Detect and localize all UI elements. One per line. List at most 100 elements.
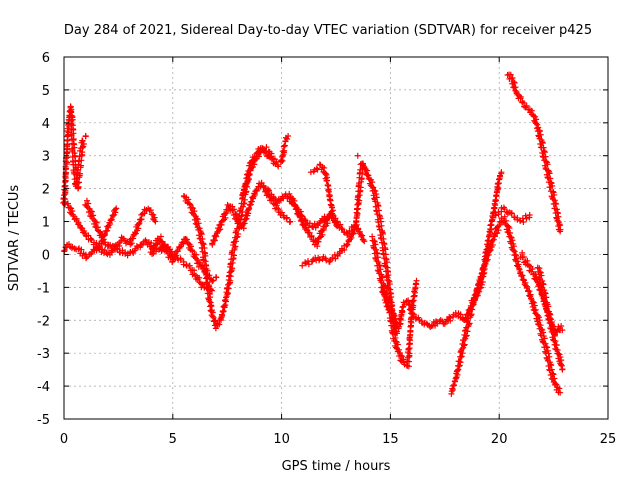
- data-point: [463, 332, 470, 339]
- data-point: [533, 120, 540, 127]
- data-point: [534, 278, 541, 285]
- data-point: [234, 233, 241, 240]
- data-point: [317, 228, 324, 235]
- data-point: [187, 243, 194, 250]
- data-point: [243, 215, 250, 222]
- y-tick-label: -3: [37, 347, 50, 362]
- series-s1: [61, 237, 215, 294]
- data-point: [309, 258, 316, 265]
- data-point: [213, 230, 220, 237]
- data-point: [542, 290, 549, 297]
- data-point: [457, 359, 464, 366]
- data-point: [122, 240, 129, 247]
- data-point: [206, 298, 213, 305]
- data-point: [202, 252, 209, 259]
- x-tick-label: 20: [491, 432, 508, 447]
- data-point: [185, 196, 192, 203]
- data-point: [557, 354, 564, 361]
- data-point: [540, 329, 547, 336]
- data-point: [382, 283, 389, 290]
- data-point: [296, 213, 303, 220]
- data-point: [493, 189, 500, 196]
- data-point: [384, 303, 391, 310]
- data-point: [77, 162, 84, 169]
- data-point: [508, 210, 515, 217]
- data-point: [96, 244, 103, 251]
- data-point: [376, 270, 383, 277]
- data-point: [451, 382, 458, 389]
- data-point: [114, 246, 121, 253]
- data-point: [545, 316, 552, 323]
- data-point: [254, 187, 261, 194]
- data-point: [544, 161, 551, 168]
- data-point: [463, 319, 470, 326]
- data-point: [79, 137, 86, 144]
- data-point: [360, 237, 367, 244]
- data-point: [550, 371, 557, 378]
- data-point: [509, 237, 516, 244]
- series-s11: [307, 161, 342, 228]
- data-point: [65, 241, 72, 248]
- data-point: [192, 255, 199, 262]
- data-point: [526, 211, 533, 218]
- data-point: [359, 232, 366, 239]
- data-point: [255, 153, 262, 160]
- data-point: [210, 277, 217, 284]
- data-point: [543, 307, 550, 314]
- data-point: [553, 346, 560, 353]
- data-point: [400, 359, 407, 366]
- data-point: [418, 318, 425, 325]
- x-tick-label: 10: [273, 432, 290, 447]
- data-point: [129, 235, 136, 242]
- data-point: [302, 224, 309, 231]
- data-point: [223, 206, 230, 213]
- data-point: [549, 376, 556, 383]
- data-point: [148, 240, 155, 247]
- data-point: [547, 367, 554, 374]
- data-point: [548, 362, 555, 369]
- data-point: [131, 247, 138, 254]
- data-point: [370, 192, 377, 199]
- data-point: [88, 250, 95, 257]
- data-point: [409, 297, 416, 304]
- data-point: [108, 216, 115, 223]
- data-point: [372, 188, 379, 195]
- data-point: [322, 217, 329, 224]
- data-point: [349, 230, 356, 237]
- data-point: [484, 241, 491, 248]
- data-point: [108, 249, 115, 256]
- data-point: [514, 258, 521, 265]
- data-point: [383, 259, 390, 266]
- data-point: [547, 311, 554, 318]
- data-point: [378, 279, 385, 286]
- data-point: [536, 325, 543, 332]
- y-tick-label: 5: [42, 84, 50, 99]
- data-point: [532, 113, 539, 120]
- data-point: [523, 215, 530, 222]
- data-point: [280, 212, 287, 219]
- data-point: [314, 238, 321, 245]
- data-point: [528, 295, 534, 302]
- data-point: [450, 313, 457, 320]
- y-tick-label: 3: [42, 150, 50, 165]
- data-point: [322, 255, 329, 262]
- data-point: [529, 265, 536, 272]
- data-point: [69, 116, 76, 123]
- data-point: [132, 230, 139, 237]
- data-point: [372, 198, 379, 205]
- data-point: [274, 161, 281, 168]
- data-point: [174, 248, 181, 255]
- data-point: [511, 84, 518, 91]
- data-point: [222, 210, 229, 217]
- data-point: [518, 273, 525, 280]
- x-tick-label: 25: [600, 432, 617, 447]
- data-point: [508, 75, 515, 82]
- data-point: [364, 171, 371, 178]
- data-point: [496, 173, 503, 180]
- data-point: [309, 223, 316, 230]
- data-point: [197, 259, 204, 266]
- data-point: [551, 332, 558, 339]
- data-point: [469, 300, 476, 307]
- data-point: [190, 211, 197, 218]
